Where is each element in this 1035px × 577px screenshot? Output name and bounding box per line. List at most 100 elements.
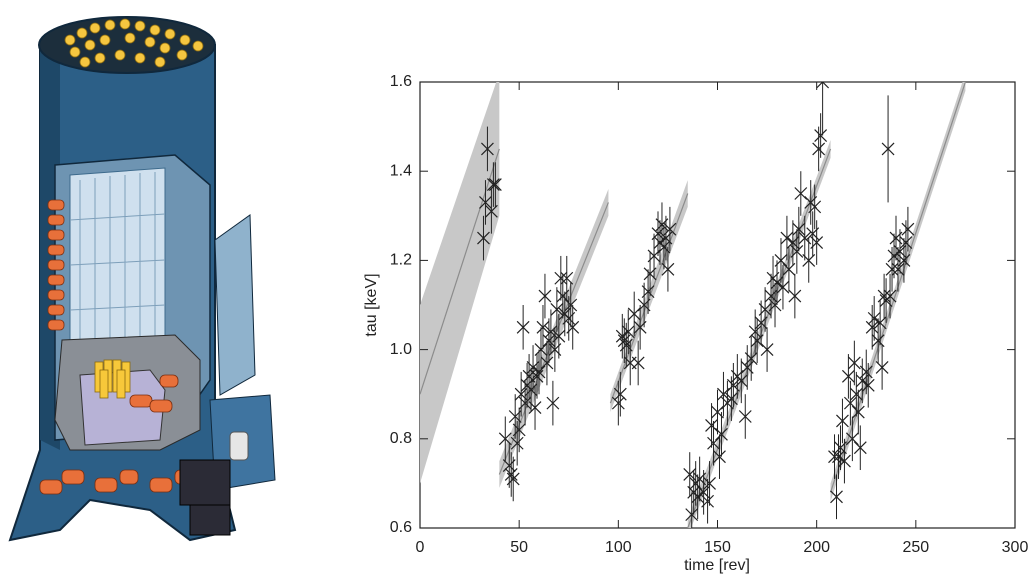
plot-area bbox=[420, 82, 966, 528]
data-point bbox=[810, 236, 824, 249]
data-point bbox=[859, 365, 873, 379]
fit-line bbox=[420, 148, 500, 395]
data-point bbox=[554, 271, 568, 285]
data-point bbox=[738, 410, 752, 423]
x-axis-label: time [rev] bbox=[684, 557, 750, 574]
data-point bbox=[611, 396, 625, 410]
data-point bbox=[768, 298, 782, 312]
data-point bbox=[552, 329, 566, 343]
data-point bbox=[516, 320, 530, 334]
data-point bbox=[550, 303, 564, 316]
data-point bbox=[564, 298, 578, 312]
data-point bbox=[510, 436, 524, 450]
data-point bbox=[506, 472, 520, 486]
data-point bbox=[830, 490, 843, 504]
data-point bbox=[877, 289, 891, 303]
data-point bbox=[631, 356, 645, 370]
data-point bbox=[566, 320, 580, 334]
data-point bbox=[715, 427, 728, 441]
data-point bbox=[536, 320, 550, 334]
data-point bbox=[861, 378, 875, 392]
data-point bbox=[873, 316, 887, 330]
data-point bbox=[748, 325, 762, 339]
data-point bbox=[481, 142, 494, 156]
data-point bbox=[790, 245, 804, 258]
data-point bbox=[901, 222, 915, 236]
x-tick-label: 0 bbox=[416, 539, 425, 556]
data-point bbox=[853, 441, 867, 455]
data-point bbox=[792, 222, 806, 236]
data-point bbox=[802, 253, 816, 267]
data-point bbox=[705, 418, 718, 432]
data-point bbox=[530, 369, 544, 383]
data-point bbox=[865, 320, 879, 334]
data-point bbox=[891, 262, 905, 276]
data-point bbox=[661, 262, 675, 276]
data-point bbox=[498, 432, 512, 446]
data-point bbox=[845, 432, 859, 446]
data-point bbox=[488, 178, 502, 192]
data-point bbox=[484, 204, 498, 218]
fit-band bbox=[420, 82, 500, 484]
x-tick-label: 250 bbox=[902, 539, 929, 556]
data-point bbox=[808, 200, 822, 214]
data-point bbox=[512, 423, 526, 437]
data-point bbox=[641, 285, 655, 299]
data-point bbox=[841, 369, 855, 383]
data-point bbox=[713, 450, 726, 464]
data-point bbox=[776, 280, 790, 294]
fit-band bbox=[687, 139, 831, 528]
data-point bbox=[780, 231, 794, 245]
data-point bbox=[782, 262, 796, 276]
data-point bbox=[788, 289, 802, 303]
data-point bbox=[560, 271, 574, 285]
data-point bbox=[883, 289, 897, 303]
data-point bbox=[851, 405, 865, 419]
instrument-illustration bbox=[8, 16, 276, 542]
y-axis-label: tau [keV] bbox=[363, 273, 380, 336]
data-point bbox=[794, 187, 808, 200]
data-point bbox=[528, 401, 542, 415]
data-point bbox=[812, 142, 826, 156]
fit-band bbox=[610, 180, 688, 413]
data-point bbox=[897, 253, 911, 267]
data-point bbox=[871, 334, 885, 348]
data-point bbox=[847, 356, 861, 370]
y-tick-label: 1.2 bbox=[390, 252, 412, 269]
y-tick-label: 1.4 bbox=[390, 162, 412, 179]
x-tick-label: 200 bbox=[803, 539, 830, 556]
data-point bbox=[534, 343, 548, 357]
y-tick-label: 1.6 bbox=[390, 73, 412, 90]
data-point bbox=[758, 303, 772, 316]
data-point bbox=[540, 356, 554, 370]
data-point bbox=[707, 436, 720, 450]
data-point bbox=[532, 365, 546, 379]
data-point bbox=[836, 414, 849, 428]
data-point bbox=[477, 231, 490, 245]
data-point bbox=[685, 508, 699, 522]
data-point bbox=[518, 396, 532, 410]
data-point bbox=[663, 222, 677, 236]
fit-line bbox=[609, 193, 689, 404]
data-point bbox=[881, 142, 895, 156]
data-point bbox=[899, 236, 913, 249]
data-point bbox=[546, 396, 560, 410]
y-tick-label: 1.0 bbox=[390, 341, 412, 358]
y-tick-label: 0.6 bbox=[390, 519, 412, 536]
data-point bbox=[814, 129, 828, 142]
data-point bbox=[849, 387, 863, 401]
data-point bbox=[538, 289, 552, 303]
data-point bbox=[701, 494, 715, 508]
x-tick-label: 150 bbox=[704, 539, 731, 556]
data-point bbox=[744, 352, 758, 365]
data-point bbox=[486, 178, 500, 192]
data-point bbox=[875, 361, 889, 374]
data-point bbox=[542, 334, 556, 348]
y-tick-label: 0.8 bbox=[390, 430, 412, 447]
x-tick-label: 50 bbox=[510, 539, 528, 556]
data-point bbox=[760, 343, 774, 357]
data-point bbox=[816, 82, 830, 89]
data-point bbox=[724, 392, 738, 406]
data-point bbox=[774, 253, 788, 267]
